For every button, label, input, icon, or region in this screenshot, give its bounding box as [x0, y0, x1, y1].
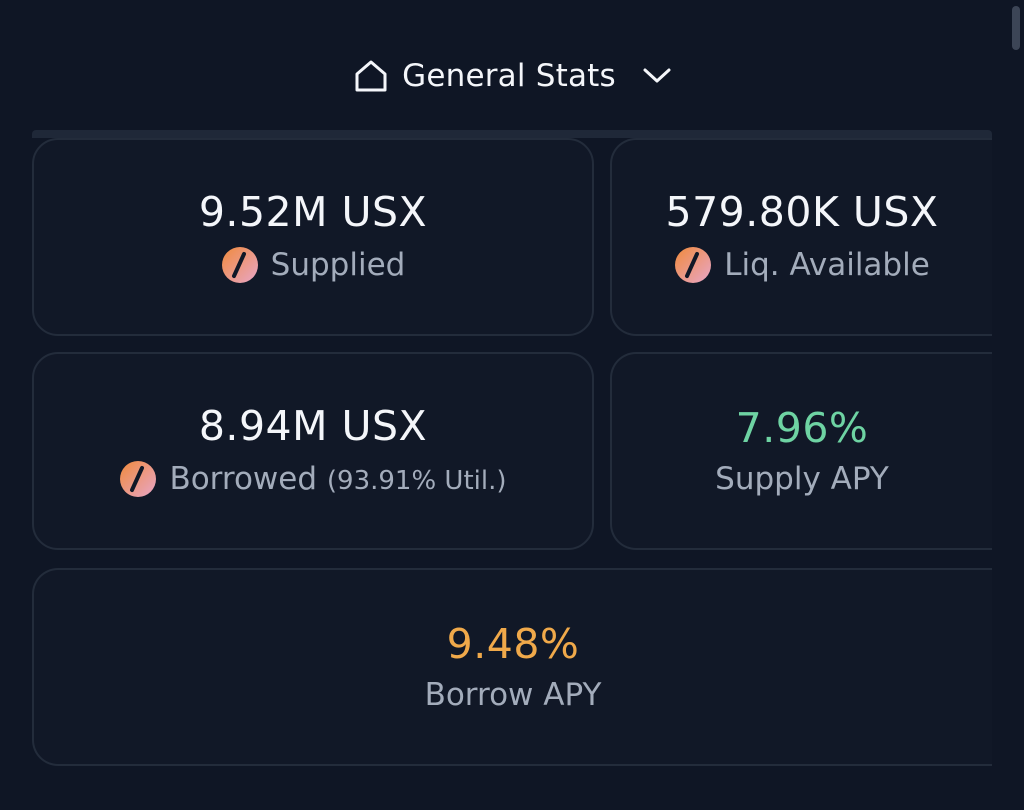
header-divider — [32, 130, 992, 138]
utilization-text: (93.91% Util.) — [326, 465, 507, 496]
borrowed-card: 8.94M USX Borrowed (93.91% Util.) — [32, 352, 594, 550]
section-title: General Stats — [402, 58, 616, 94]
liquidity-card: 579.80K USX Liq. Available — [610, 138, 992, 336]
usx-token-icon — [119, 460, 157, 498]
home-icon — [352, 57, 390, 95]
liquidity-value: 579.80K USX — [665, 188, 939, 237]
borrow-apy-label: Borrow APY — [424, 676, 602, 713]
usx-token-icon — [221, 246, 259, 284]
scrollbar[interactable] — [1012, 6, 1020, 50]
supplied-card: 9.52M USX Supplied — [32, 138, 594, 336]
supply-apy-value: 7.96% — [735, 404, 869, 453]
borrow-apy-value: 9.48% — [446, 620, 580, 669]
supplied-value: 9.52M USX — [198, 188, 428, 237]
usx-token-icon — [674, 246, 712, 284]
borrow-apy-card: 9.48% Borrow APY — [32, 568, 992, 766]
borrowed-label: Borrowed (93.91% Util.) — [169, 460, 507, 497]
liquidity-label: Liq. Available — [724, 246, 930, 283]
borrowed-label-text: Borrowed — [169, 460, 318, 497]
supply-apy-card: 7.96% Supply APY — [610, 352, 992, 550]
borrowed-value: 8.94M USX — [198, 402, 428, 451]
supply-apy-label: Supply APY — [715, 460, 889, 497]
general-stats-dropdown[interactable]: General Stats — [0, 48, 1024, 104]
chevron-down-icon[interactable] — [642, 66, 672, 86]
supplied-label: Supplied — [270, 246, 406, 283]
